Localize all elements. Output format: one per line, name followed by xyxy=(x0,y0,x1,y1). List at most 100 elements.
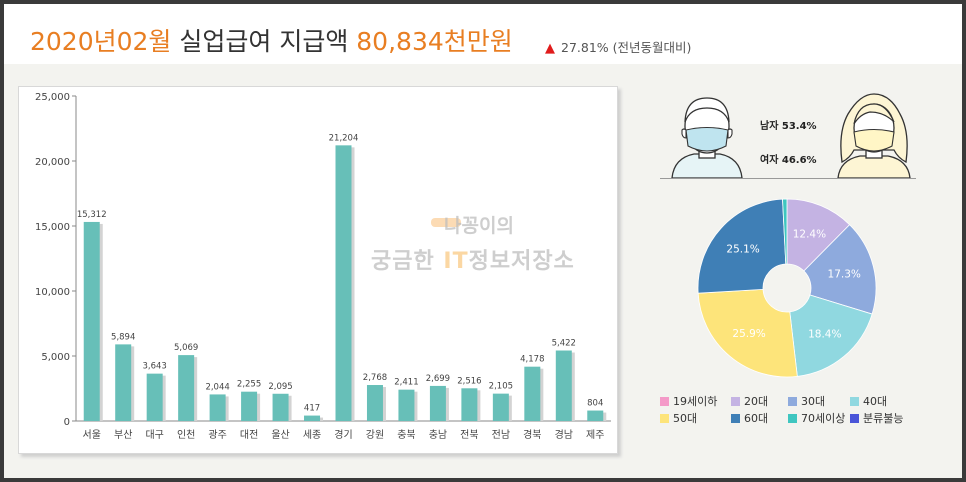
legend-label: 70세이상 xyxy=(801,412,846,425)
legend-swatch xyxy=(850,397,859,406)
legend-item-70세이상: 70세이상 xyxy=(788,410,845,426)
slice-label: 25.9% xyxy=(732,328,765,340)
legend-label: 19세이하 xyxy=(673,395,718,408)
bar-value-label: 5,422 xyxy=(552,339,576,349)
x-tick-label: 전남 xyxy=(492,429,510,441)
bar-울산 xyxy=(272,393,289,421)
x-tick-label: 경기 xyxy=(334,428,352,441)
bar-서울 xyxy=(83,221,100,421)
bar-경기 xyxy=(335,145,352,421)
bar-value-label: 2,768 xyxy=(363,373,387,383)
x-tick-label: 충남 xyxy=(429,429,447,441)
legend-swatch xyxy=(731,414,740,423)
male-label: 남자 53.4% xyxy=(760,121,817,132)
bar-전남 xyxy=(492,393,509,421)
watermark-text-a: 궁금한 xyxy=(371,249,444,274)
bar-경북 xyxy=(524,366,541,421)
x-tick-label: 전북 xyxy=(460,429,478,441)
bar-강원 xyxy=(366,385,383,421)
slice-70세이상 xyxy=(782,198,788,265)
bar-대전 xyxy=(241,391,258,421)
bar-chart-svg: 0 5,000 10,000 15,000 20,000 25,000 15,312 서울 5,… xyxy=(35,92,611,441)
legend-item-분류불능: 분류불능 xyxy=(850,410,903,426)
slice-label: 17.3% xyxy=(828,269,861,281)
y-tick-label: 15,000 xyxy=(35,222,70,233)
bar-부산 xyxy=(115,344,132,421)
triangle-up-icon: ▲ xyxy=(545,41,555,56)
bar-value-label: 2,516 xyxy=(457,376,481,386)
y-tick-label: 25,000 xyxy=(35,92,70,103)
title-month: 2020년02월 xyxy=(30,27,172,56)
watermark-text-it: IT xyxy=(443,249,469,274)
title-text: 실업급여 지급액 xyxy=(171,27,357,56)
bar-value-label: 417 xyxy=(304,404,320,414)
legend-item-40대: 40대 xyxy=(850,393,887,409)
legend-item-30대: 30대 xyxy=(788,393,825,409)
bar-세종 xyxy=(304,415,321,421)
x-tick-label: 충북 xyxy=(397,429,415,441)
legend-item-60대: 60대 xyxy=(731,410,768,426)
x-tick-label: 세종 xyxy=(303,429,321,441)
male-face-mask-icon xyxy=(671,97,743,178)
x-tick-label: 경북 xyxy=(523,428,541,441)
legend-item-19세이하: 19세이하 xyxy=(660,393,717,409)
bar-value-label: 804 xyxy=(587,399,603,409)
change-indicator: ▲ 27.81% (전년동월대비) xyxy=(545,37,691,56)
bar-전북 xyxy=(461,388,478,421)
slice-40대 xyxy=(789,294,873,377)
slice-60대 xyxy=(697,198,787,294)
watermark-text-b: 정보저장소 xyxy=(468,249,575,274)
legend-label: 50대 xyxy=(673,412,698,425)
legend-item-20대: 20대 xyxy=(731,393,768,409)
bar-value-label: 5,894 xyxy=(111,332,135,342)
y-tick-label: 5,000 xyxy=(41,352,70,363)
legend-label: 분류불능 xyxy=(863,412,904,425)
slice-label: 25.1% xyxy=(726,244,759,256)
bar-value-label: 2,044 xyxy=(205,382,229,392)
y-tick-label: 0 xyxy=(64,417,70,428)
female-label: 여자 46.6% xyxy=(760,155,817,166)
bar-value-label: 5,069 xyxy=(174,343,198,353)
x-tick-label: 경남 xyxy=(555,428,573,441)
watermark-line1: 나꽁이의 xyxy=(444,215,514,237)
page-title: 2020년02월 실업급여 지급액 80,834천만원 xyxy=(30,22,513,58)
legend-item-50대: 50대 xyxy=(660,410,697,426)
watermark-line2: 궁금한 IT정보저장소 xyxy=(371,243,575,275)
legend-label: 20대 xyxy=(744,395,769,408)
watermark-underline xyxy=(431,218,461,227)
legend-label: 30대 xyxy=(801,395,826,408)
bar-value-label: 2,255 xyxy=(237,380,261,390)
bar-제주 xyxy=(587,410,604,421)
x-tick-label: 서울 xyxy=(83,429,101,441)
region-bar-chart: 0 5,000 10,000 15,000 20,000 25,000 15,312 서울 5,… xyxy=(18,86,618,454)
x-tick-label: 광주 xyxy=(208,429,226,441)
legend-swatch xyxy=(660,414,669,423)
legend-swatch xyxy=(788,397,797,406)
bar-대구 xyxy=(146,373,163,421)
legend-label: 40대 xyxy=(863,395,888,408)
bar-광주 xyxy=(209,394,226,421)
legend-label: 60대 xyxy=(744,412,769,425)
slice-50대 xyxy=(697,288,798,378)
slice-30대 xyxy=(803,224,877,315)
title-amount: 80,834천만원 xyxy=(356,27,513,56)
bar-인천 xyxy=(178,355,195,421)
bar-경남 xyxy=(555,350,572,421)
dashboard-frame: 2020년02월 실업급여 지급액 80,834천만원 ▲ 27.81% (전년동… xyxy=(4,4,962,478)
slice-label: 12.4% xyxy=(793,228,826,240)
x-tick-label: 부산 xyxy=(114,429,132,441)
x-tick-label: 강원 xyxy=(366,429,384,441)
legend-swatch xyxy=(788,414,797,423)
slice-label: 18.4% xyxy=(808,328,841,340)
x-tick-label: 제주 xyxy=(586,429,604,441)
female-face-mask-icon xyxy=(837,93,911,178)
bar-충북 xyxy=(398,389,415,421)
x-tick-label: 인천 xyxy=(177,429,195,441)
bar-value-label: 4,178 xyxy=(520,355,544,365)
y-tick-label: 20,000 xyxy=(35,157,70,168)
legend-swatch xyxy=(850,414,859,423)
bar-value-label: 2,095 xyxy=(268,382,292,392)
age-donut-chart: 12.4% 17.3% 18.4% 25.9% 25.1% xyxy=(697,198,877,378)
legend-swatch xyxy=(660,397,669,406)
x-tick-label: 대구 xyxy=(145,429,163,441)
